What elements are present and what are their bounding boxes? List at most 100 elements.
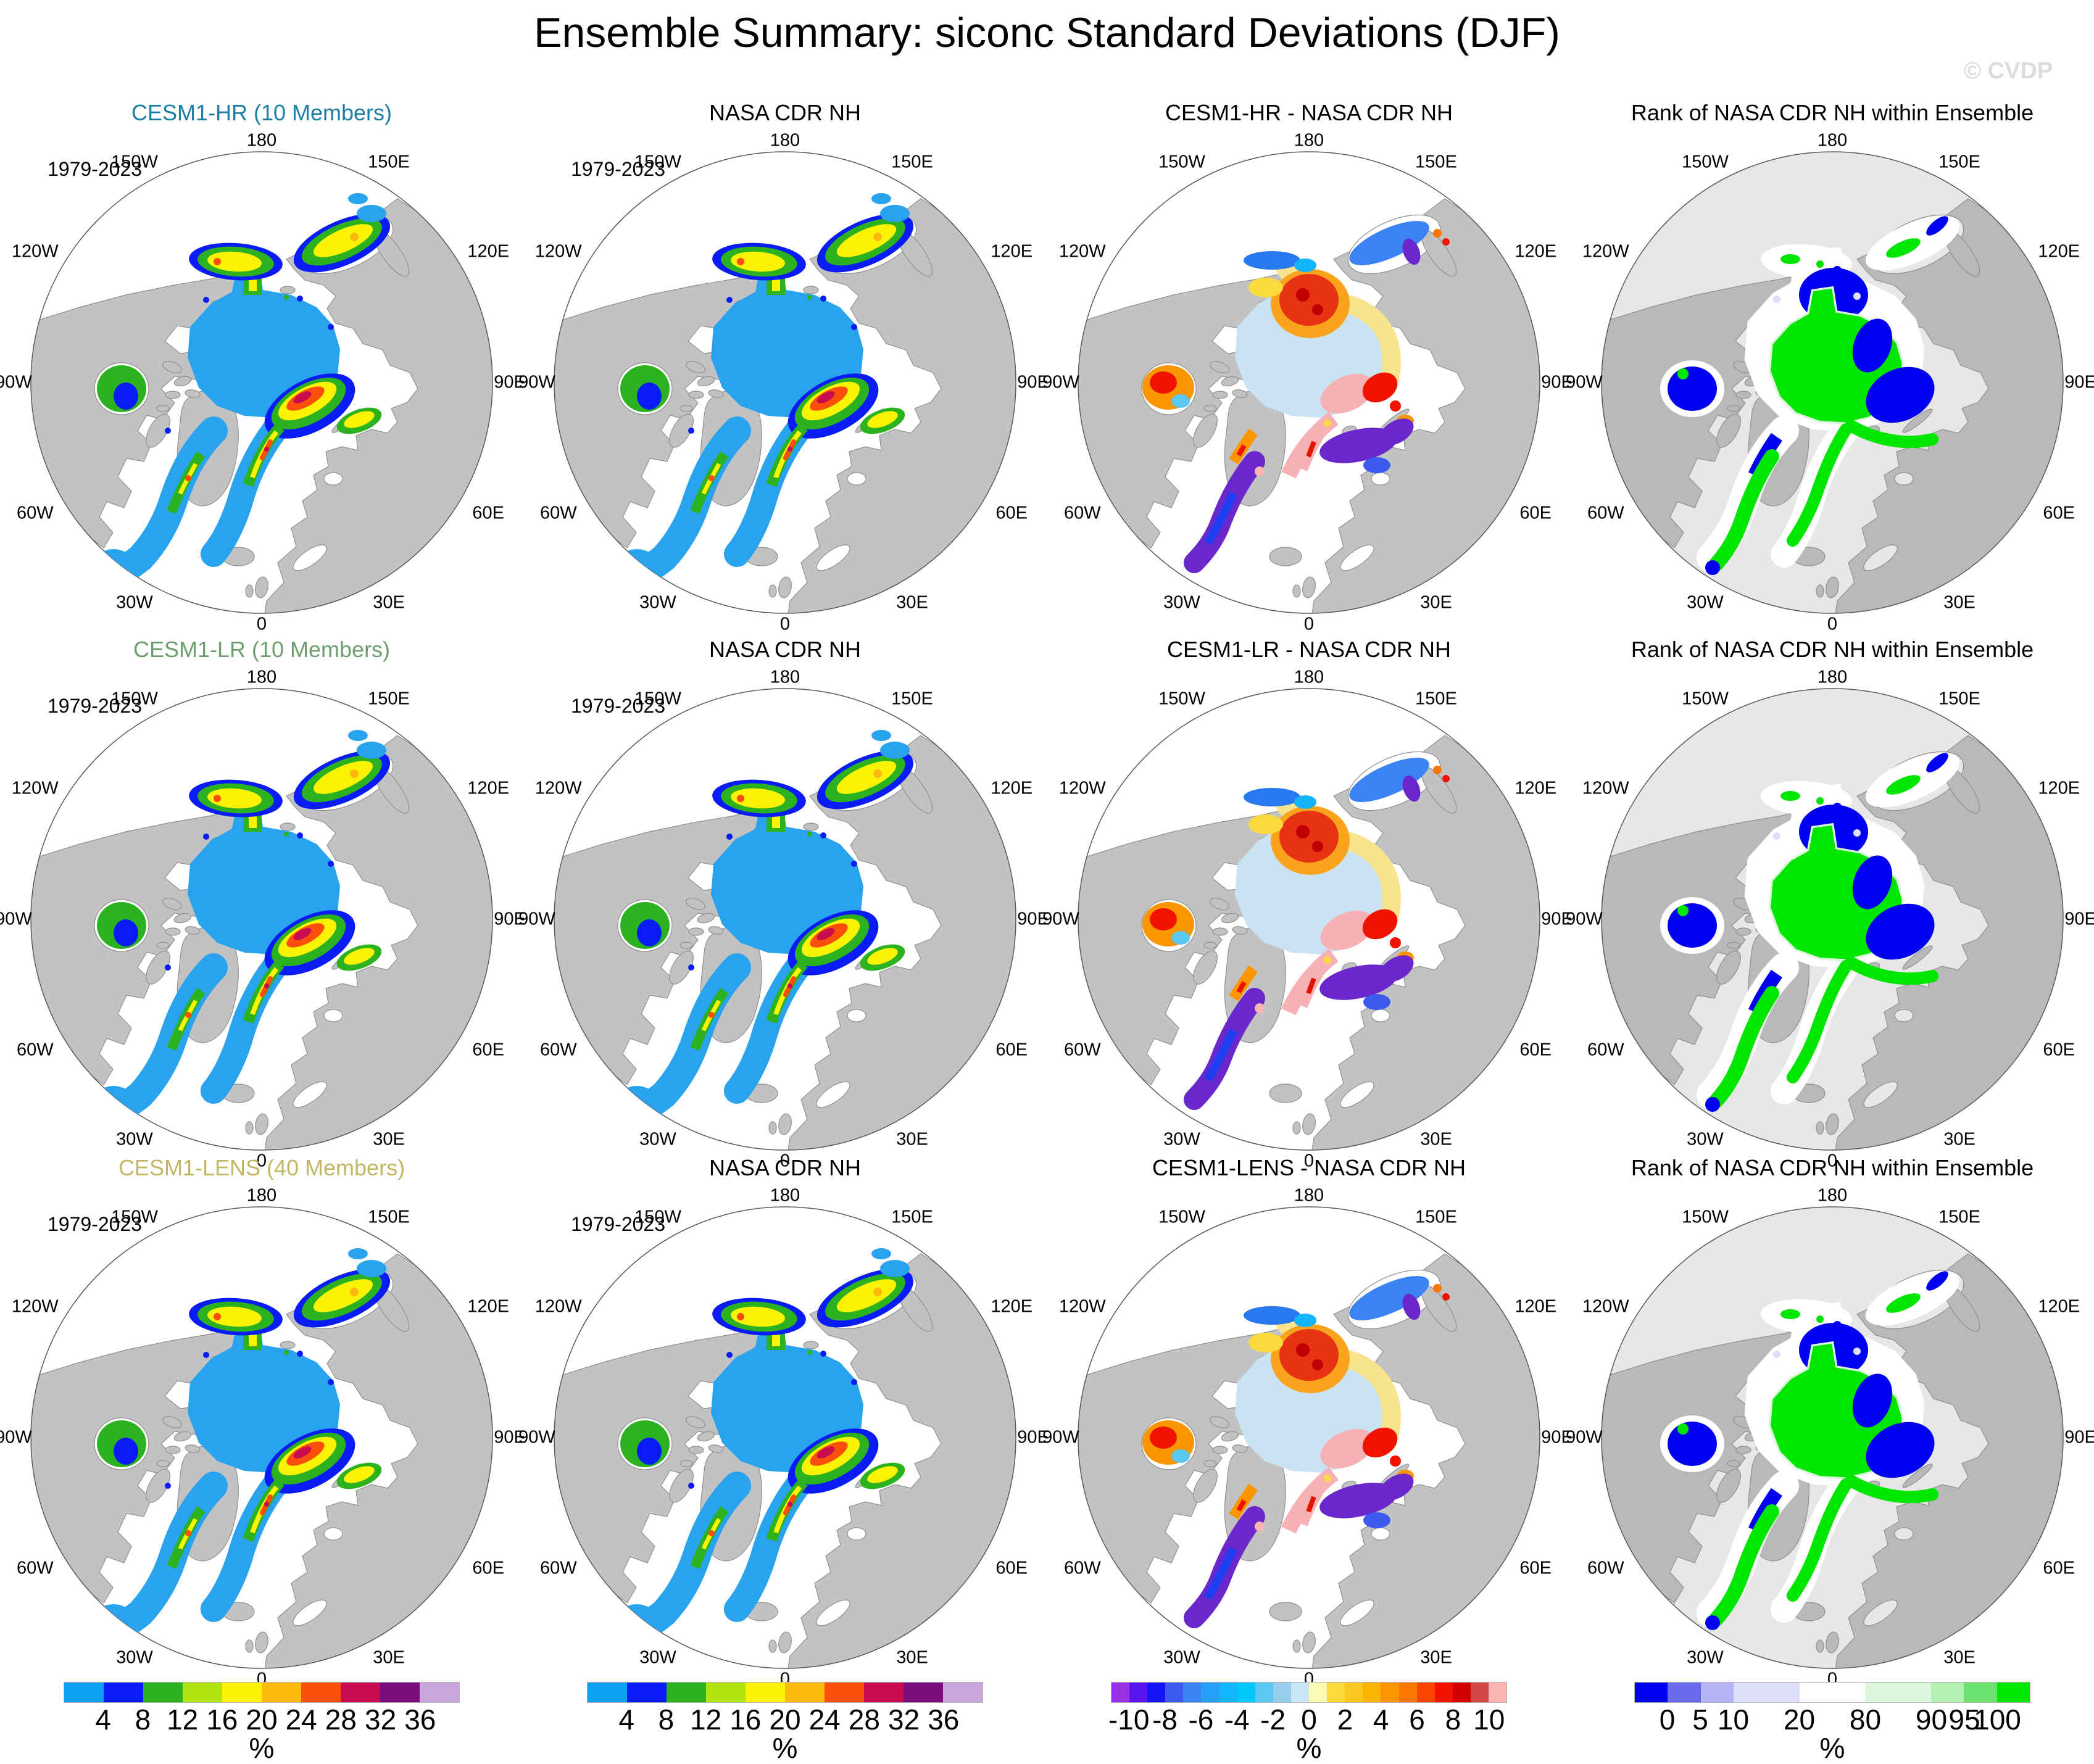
colorbar-tick: 0 — [1301, 1704, 1317, 1736]
polar-map: 180 150W 150E 120W 120E 90W 90E 60W 60E 30W 30E 0 — [1566, 668, 2094, 1151]
panel-title: Rank of NASA CDR NH within Ensemble — [1631, 1155, 2034, 1180]
lon-label: 90W — [518, 372, 555, 392]
colorbar-tick: 8 — [658, 1704, 675, 1736]
colorbar-tick: 24 — [808, 1704, 841, 1736]
map-panel-r1-rank: Rank of NASA CDR NH within Ensemble 180 1… — [1566, 99, 2094, 629]
colorbar-tick: -4 — [1224, 1704, 1250, 1736]
colorbar-segment — [1129, 1683, 1148, 1702]
lon-label: 90W — [1042, 1427, 1079, 1447]
lon-label: 90E — [2064, 1427, 2094, 1447]
colorbar-stddev-col2: 4 8 12 16 20 24 28 32 36 % — [587, 1682, 983, 1762]
map-panel-r1-ensemble-mean: CESM1-HR (10 Members) 1979-2023 180 150W 1… — [0, 99, 526, 629]
colorbar-segment — [864, 1683, 904, 1702]
map-panel-r2-rank: Rank of NASA CDR NH within Ensemble 180 1… — [1566, 636, 2094, 1166]
colorbar-stddev-col1: 4 8 12 16 20 24 28 32 36 % — [64, 1682, 460, 1762]
colorbar-unit: % — [1296, 1732, 1322, 1764]
map-panel-r3-observations: NASA CDR NH 1979-2023 180 150W 150E 120W 120… — [518, 1154, 1049, 1684]
colorbar-segment — [1434, 1683, 1453, 1702]
colorbar-difference: -10 -8 -6 -4 -2 0 2 4 6 8 10 % — [1108, 1682, 1507, 1764]
colorbar-segment — [1452, 1683, 1471, 1702]
colorbar-tick: 4 — [618, 1704, 634, 1736]
panel-title: NASA CDR NH — [708, 1155, 862, 1180]
lon-label: 180 — [246, 130, 277, 151]
colorbar-segment — [1309, 1683, 1327, 1702]
lon-label: 0 — [779, 614, 791, 634]
map-panel-r2-difference: CESM1-LR - NASA CDR NH 180 150W 150E 120W 12… — [1042, 636, 1573, 1166]
colorbar-segment — [1996, 1683, 2030, 1702]
lon-label: 90W — [1566, 1427, 1603, 1447]
colorbar-segment — [1931, 1683, 1964, 1702]
colorbar-segment — [1635, 1683, 1668, 1702]
year-range-label: 1979-2023 — [48, 695, 143, 717]
colorbar-segment — [1345, 1683, 1363, 1702]
colorbar-tick: 2 — [1337, 1704, 1353, 1736]
polar-map: 180 150W 150E 120W 120E 90W 90E 60W 60E 30W 30E 0 — [518, 1186, 1049, 1669]
colorbar-segment — [1381, 1683, 1399, 1702]
colorbar-tick: 28 — [325, 1704, 357, 1736]
colorbar-segment — [1111, 1683, 1130, 1702]
year-range-label: 1979-2023 — [48, 1213, 143, 1235]
colorbar-rank: 0 5 10 20 80 90 95 100 % — [1634, 1682, 2030, 1762]
colorbar-gradient — [587, 1682, 983, 1703]
colorbar-tick: -8 — [1152, 1704, 1178, 1736]
colorbar-segment — [904, 1683, 943, 1702]
panel-title: CESM1-LENS (40 Members) — [118, 1155, 405, 1180]
colorbar-segment — [1327, 1683, 1345, 1702]
polar-map: 180 150W 150E 120W 120E 90W 90E 60W 60E 30W 30E 0 — [1042, 1186, 1573, 1669]
panel-title: CESM1-LENS - NASA CDR NH — [1152, 1155, 1466, 1180]
polar-map: 180 150W 150E 120W 120E 90W 90E 60W 60E 30W 30E 0 — [0, 131, 526, 614]
colorbar-segment — [262, 1683, 301, 1702]
polar-map: 180 150W 150E 120W 120E 90W 90E 60W 60E 30W 30E 0 — [0, 668, 526, 1151]
colorbar-tick: 36 — [928, 1704, 960, 1736]
panel-title: CESM1-HR (10 Members) — [131, 100, 393, 125]
colorbar-segment — [1165, 1683, 1184, 1702]
lon-label: 90E — [494, 372, 526, 392]
polar-map: 180 150W 150E 120W 120E 90W 90E 60W 60E 30W 30E 0 — [1566, 1186, 2094, 1669]
lon-label: 90E — [2064, 372, 2094, 392]
colorbar-segment — [1733, 1683, 1800, 1702]
lon-label: 90W — [1566, 372, 1603, 392]
colorbar-tick: 10 — [1717, 1704, 1750, 1736]
colorbar-segment — [1799, 1683, 1866, 1702]
colorbar-tick: 8 — [1445, 1704, 1461, 1736]
map-panel-r1-observations: NASA CDR NH 1979-2023 180 150W 150E 120W 120… — [518, 99, 1049, 629]
lon-label: 90W — [1566, 909, 1603, 929]
lon-label: 180 — [246, 1185, 277, 1206]
colorbar-segment — [380, 1683, 420, 1702]
polar-map: 180 150W 150E 120W 120E 90W 90E 60W 60E 30W 30E 0 — [1566, 131, 2094, 614]
colorbar-tick: -2 — [1260, 1704, 1286, 1736]
map-panel-r2-observations: NASA CDR NH 1979-2023 180 150W 150E 120W 120… — [518, 636, 1049, 1166]
colorbar-tick: -10 — [1108, 1704, 1150, 1736]
colorbar-tick: 90 — [1915, 1704, 1948, 1736]
colorbar-tick: 20 — [769, 1704, 801, 1736]
lon-label: 90E — [1541, 1427, 1573, 1447]
colorbar-unit: % — [1819, 1732, 1845, 1764]
colorbar-tick: 4 — [95, 1704, 111, 1736]
panel-title: CESM1-LR - NASA CDR NH — [1166, 637, 1452, 662]
colorbar-tick: 24 — [285, 1704, 317, 1736]
colorbar-unit: % — [249, 1732, 275, 1764]
colorbar-gradient — [64, 1682, 460, 1703]
colorbar-tick: 4 — [1373, 1704, 1389, 1736]
colorbar-tick: 36 — [404, 1704, 436, 1736]
lon-label: 180 — [1294, 667, 1324, 687]
colorbar-tick: -6 — [1188, 1704, 1214, 1736]
lon-label: 180 — [1817, 1185, 1848, 1206]
map-panel-r2-ensemble-mean: CESM1-LR (10 Members) 1979-2023 180 150W 1… — [0, 636, 526, 1166]
lon-label: 90W — [1042, 372, 1079, 392]
lon-label: 180 — [1294, 130, 1324, 151]
colorbar-unit: % — [772, 1732, 798, 1764]
cvdp-watermark: © CVDP — [1964, 58, 2053, 84]
lon-label: 180 — [1817, 130, 1848, 151]
colorbar-segment — [1273, 1683, 1291, 1702]
figure-title: Ensemble Summary: siconc Standard Deviat… — [534, 9, 1560, 56]
colorbar-gradient — [1634, 1682, 2030, 1703]
colorbar-tick: 20 — [1783, 1704, 1816, 1736]
panel-title: NASA CDR NH — [708, 637, 862, 662]
colorbar-segment — [1255, 1683, 1273, 1702]
lon-label: 90E — [494, 1427, 526, 1447]
colorbar-tick: 0 — [1659, 1704, 1676, 1736]
colorbar-tick: 16 — [206, 1704, 238, 1736]
lon-label: 180 — [770, 1185, 800, 1206]
lon-label: 90W — [0, 372, 32, 392]
